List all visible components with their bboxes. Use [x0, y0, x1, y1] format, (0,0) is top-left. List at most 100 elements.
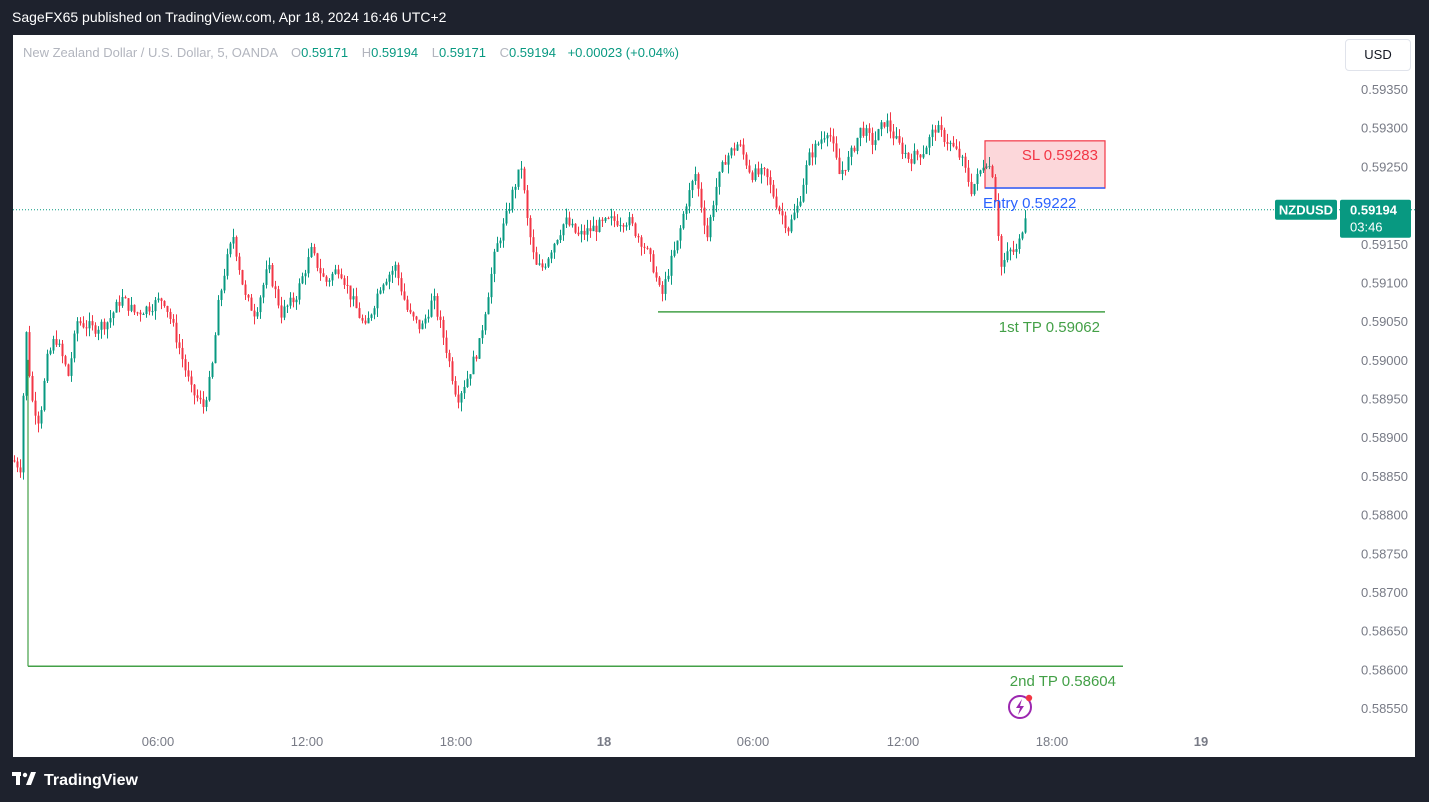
currency-button[interactable]: USD [1345, 39, 1411, 71]
candle-body [232, 237, 235, 244]
candle-body [139, 312, 142, 315]
candle-body [304, 273, 307, 277]
candle-body [286, 305, 289, 307]
candle-body [43, 380, 46, 411]
candle-body [235, 237, 238, 257]
symbol-tag-label: NZDUSD [1279, 203, 1333, 218]
candle-body [166, 305, 169, 312]
candle-body [355, 296, 358, 309]
candle-body [100, 321, 103, 330]
x-axis-tick-label: 06:00 [142, 734, 175, 749]
candle-body [982, 167, 985, 171]
candle-body [295, 299, 298, 303]
candle-body [283, 306, 286, 318]
y-axis-tick-label: 0.58650 [1361, 624, 1408, 639]
candle-body [772, 184, 775, 197]
candle-body [412, 312, 415, 317]
candle-body [214, 335, 217, 364]
candle-body [796, 205, 799, 213]
candle-body [640, 237, 643, 247]
candle-body [730, 148, 733, 156]
candle-body [823, 138, 826, 140]
candle-body [448, 352, 451, 362]
tp1-label: 1st TP 0.59062 [999, 319, 1100, 336]
x-axis-tick-label: 06:00 [737, 734, 770, 749]
candle-body [79, 321, 82, 324]
candle-body [379, 290, 382, 294]
chart-panel[interactable]: 0.593500.593000.592500.592000.591500.591… [13, 35, 1415, 757]
candle-body [499, 240, 502, 244]
candle-body [187, 370, 190, 377]
candle-body [484, 314, 487, 331]
open-value: 0.59171 [301, 45, 349, 60]
candle-body [370, 314, 373, 318]
candle-body [958, 148, 961, 158]
candle-body [70, 358, 73, 376]
candle-body [478, 338, 481, 359]
candle-body [865, 128, 868, 136]
candle-body [352, 296, 355, 300]
candle-body [463, 386, 466, 394]
candle-body [925, 147, 928, 155]
candle-body [667, 275, 670, 280]
candle-body [535, 252, 538, 265]
candle-body [598, 219, 601, 232]
footer-brand[interactable]: TradingView [12, 768, 138, 794]
candle-body [649, 248, 652, 255]
candle-body [1006, 251, 1009, 261]
candle-body [556, 240, 559, 244]
candle-body [577, 232, 580, 235]
y-axis-tick-label: 0.58600 [1361, 662, 1408, 677]
lightning-icon[interactable] [1008, 695, 1032, 719]
candle-body [805, 164, 808, 185]
high-label: H [361, 45, 372, 60]
candle-body [67, 364, 70, 376]
price-tag-value: 0.59194 [1350, 203, 1398, 218]
candle-body [277, 289, 280, 306]
candle-body [1003, 260, 1006, 267]
candle-body [457, 394, 460, 403]
candle-body [109, 318, 112, 323]
candle-body [547, 258, 550, 267]
candle-body [451, 361, 454, 381]
candle-body [397, 264, 400, 279]
candle-body [946, 142, 949, 144]
candle-body [973, 184, 976, 195]
candle-body [520, 168, 523, 170]
candle-body [460, 393, 463, 403]
candle-body [910, 159, 913, 164]
candle-body [142, 314, 145, 316]
candle-body [361, 317, 364, 321]
candle-body [952, 142, 955, 147]
candle-body [622, 225, 625, 227]
candle-body [793, 212, 796, 220]
candle-body [307, 257, 310, 274]
tp2-label: 2nd TP 0.58604 [1010, 673, 1116, 690]
candle-body [430, 300, 433, 317]
candle-body [586, 228, 589, 235]
candle-body [493, 251, 496, 274]
candle-body [343, 278, 346, 285]
candle-body [580, 230, 583, 235]
chart-canvas[interactable]: 0.593500.593000.592500.592000.591500.591… [13, 35, 1415, 757]
candle-body [949, 142, 952, 144]
candle-body [151, 311, 154, 313]
candle-body [847, 156, 850, 171]
candle-body [664, 279, 667, 294]
candle-body [517, 169, 520, 187]
candle-body [313, 246, 316, 254]
candle-body [322, 273, 325, 277]
candle-body [229, 243, 232, 255]
symbol-description[interactable]: New Zealand Dollar / U.S. Dollar, 5, OAN… [23, 45, 278, 60]
candle-body [49, 350, 52, 354]
candle-body [349, 285, 352, 300]
candle-body [445, 337, 448, 353]
candle-body [892, 131, 895, 139]
candle-body [529, 218, 532, 238]
close-value: 0.59194 [508, 45, 556, 60]
candle-body [85, 327, 88, 329]
candle-body [538, 263, 541, 265]
candle-body [454, 380, 457, 395]
candle-body [160, 298, 163, 301]
y-axis-tick-label: 0.58800 [1361, 508, 1408, 523]
